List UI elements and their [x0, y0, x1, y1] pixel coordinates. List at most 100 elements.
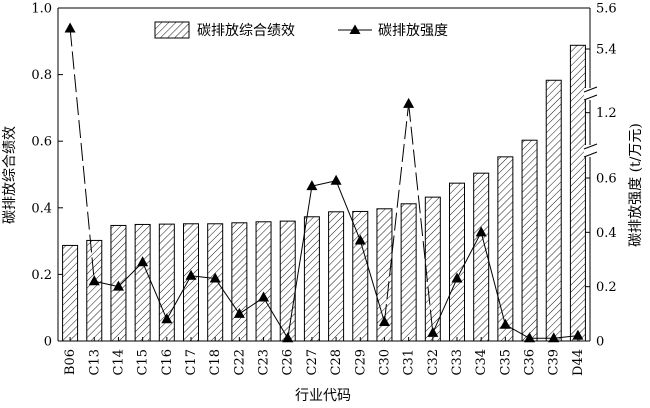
x-tick-label: C29	[353, 349, 368, 376]
legend-marker-triangle	[349, 24, 361, 34]
bar-C31	[400, 203, 417, 342]
line-segment	[456, 232, 482, 279]
x-tick-label: D44	[571, 349, 586, 376]
bar-series	[62, 44, 586, 342]
marker-C23	[258, 291, 270, 302]
x-tick-label: C18	[208, 349, 223, 376]
x-tick-label: C35	[498, 349, 513, 376]
line-segment	[190, 275, 216, 280]
y-left-axis-title: 碳排放综合绩效	[2, 126, 18, 224]
x-tick-label: C14	[111, 349, 126, 376]
bar-C39	[545, 79, 562, 342]
x-tick-label: C13	[87, 349, 102, 376]
marker-C15	[137, 256, 149, 267]
line-segment	[118, 261, 143, 288]
y-right-tick-label: 0.6	[596, 172, 617, 187]
marker-B06	[64, 22, 76, 33]
line-segment	[359, 240, 385, 323]
marker-C16	[161, 313, 173, 324]
y-left-tick-label: 0	[44, 335, 52, 350]
x-axis-title: 行业代码	[295, 388, 351, 404]
y-right-tick-label: 5.4	[596, 43, 617, 58]
line-segment	[311, 180, 337, 187]
y-left-tick-label: 0.6	[31, 135, 52, 150]
marker-C31	[403, 97, 415, 108]
x-tick-label: C31	[402, 349, 417, 376]
legend-swatch-bar	[154, 21, 190, 39]
bar-C34	[473, 172, 490, 342]
marker-C29	[354, 234, 366, 245]
y-left-tick-label: 0.2	[31, 268, 52, 283]
bar-C33	[449, 182, 465, 342]
marker-C17	[185, 269, 197, 280]
x-tick-label: C34	[474, 349, 489, 376]
y-left-tick-label: 0.8	[31, 68, 52, 83]
legend-label-line: 碳排放强度	[378, 23, 448, 39]
line-segment	[94, 280, 119, 288]
marker-C22	[233, 307, 245, 318]
marker-C13	[88, 275, 100, 286]
bar-C26	[279, 220, 296, 342]
bar-C36	[521, 139, 538, 342]
x-tick-label: C32	[426, 349, 441, 376]
x-tick-label: C28	[329, 349, 344, 376]
line-segment	[142, 262, 168, 320]
legend: 碳排放综合绩效 碳排放强度	[154, 21, 448, 39]
line-segment	[383, 103, 410, 323]
bar-C23	[255, 221, 272, 342]
x-tick-label: C23	[257, 349, 272, 376]
line-segment	[432, 278, 458, 334]
marker-C34	[475, 226, 487, 237]
bar-C35	[497, 156, 514, 342]
plot-frame	[57, 7, 591, 342]
x-tick-label: C26	[281, 349, 296, 376]
x-tick-label: C17	[184, 349, 199, 376]
bar-C16	[158, 223, 175, 342]
y-right-tick-label: 1.2	[596, 106, 617, 121]
x-tick-label: C33	[450, 349, 465, 376]
y-right-axis-title: 碳排放强度 (t/万元)	[628, 123, 644, 247]
axis-break-marks	[583, 86, 598, 158]
y-right-axis: 0 0.2 0.4 0.6 1.2 5.4 5.6	[585, 2, 617, 350]
y-left-tick-label: 0.4	[31, 201, 52, 216]
line-segment	[480, 232, 506, 325]
marker-C32	[427, 326, 439, 337]
bar-C13	[86, 239, 103, 342]
marker-C14	[112, 280, 124, 291]
x-axis: B06 C13 C14 C15 C16 C17 C18 C22 C23 C26 C27 C28 C29 C…	[63, 337, 586, 376]
x-tick-label: C39	[547, 349, 562, 376]
y-right-tick-label: 0.4	[596, 226, 617, 241]
bar-D44	[569, 44, 586, 342]
x-tick-label: B06	[63, 349, 78, 375]
x-tick-label: C15	[136, 349, 151, 376]
line-segment	[263, 297, 289, 339]
marker-C35	[499, 318, 511, 329]
line-series	[64, 22, 584, 343]
x-tick-label: C27	[305, 349, 320, 376]
bar-C29	[352, 210, 369, 342]
bar-C32	[424, 196, 441, 342]
x-tick-label: C36	[523, 349, 538, 376]
bar-C17	[183, 223, 199, 342]
line-segment	[166, 275, 192, 320]
bar-B06	[62, 244, 79, 342]
line-segment	[214, 278, 240, 315]
legend-label-bar: 碳排放综合绩效	[197, 23, 295, 39]
y-right-tick-label: 5.6	[596, 2, 617, 17]
y-right-tick-label: 0	[596, 335, 604, 350]
marker-C27	[306, 180, 318, 191]
x-tick-label: C16	[160, 349, 175, 376]
bar-C28	[328, 211, 345, 342]
marker-C30	[378, 315, 390, 326]
line-segment	[335, 180, 361, 241]
bar-C22	[231, 222, 248, 342]
marker-C28	[330, 174, 342, 185]
line-segment	[408, 103, 434, 333]
bar-C27	[303, 216, 320, 342]
x-tick-label: C30	[377, 349, 392, 376]
x-tick-label: C22	[232, 349, 247, 376]
line-segment	[287, 186, 313, 339]
bar-C15	[134, 223, 151, 342]
marker-C33	[451, 272, 463, 283]
